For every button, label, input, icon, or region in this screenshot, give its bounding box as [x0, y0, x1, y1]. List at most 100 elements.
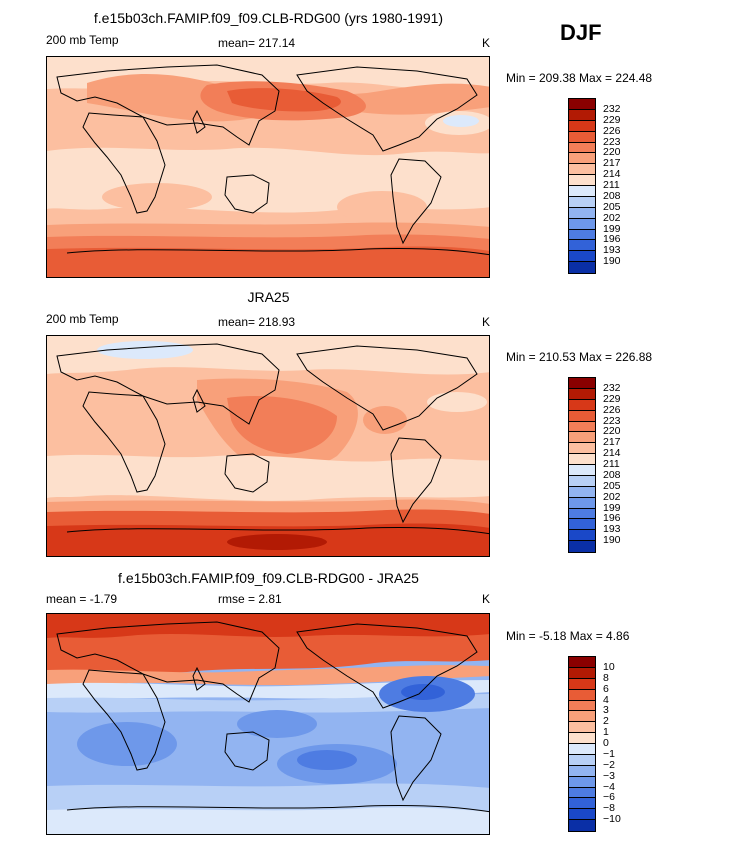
colorbar-label: 226	[603, 124, 621, 137]
colorbar-swatch	[569, 776, 595, 788]
colorbar-label: 223	[603, 414, 621, 427]
panel-1-temperature-field	[47, 57, 489, 277]
panel-2-minmax: Min = 210.53 Max = 226.88	[506, 350, 653, 364]
colorbar-swatch	[569, 432, 595, 444]
colorbar-swatch	[569, 454, 595, 465]
colorbar-swatch	[569, 120, 595, 132]
colorbar-label: −6	[603, 791, 615, 804]
panel-2-colorbar	[568, 377, 596, 553]
colorbar-label: 190	[603, 255, 621, 268]
colorbar-label: 232	[603, 381, 621, 394]
colorbar-label: 3	[603, 704, 609, 717]
colorbar-swatch	[569, 754, 595, 766]
colorbar-swatch	[569, 164, 595, 176]
colorbar-swatch	[569, 722, 595, 734]
colorbar-swatch	[569, 99, 595, 110]
panel-2-temperature-field	[47, 336, 489, 556]
colorbar-label: −3	[603, 769, 615, 782]
panel-1-mean-label: mean= 217.14	[218, 36, 296, 50]
colorbar-swatch	[569, 497, 595, 509]
panel-1-colorbar	[568, 98, 596, 274]
colorbar-swatch	[569, 109, 595, 121]
colorbar-swatch	[569, 475, 595, 487]
colorbar-swatch	[569, 465, 595, 476]
colorbar-swatch	[569, 240, 595, 252]
panel-3-difference-field	[47, 614, 489, 834]
colorbar-label: 193	[603, 244, 621, 257]
colorbar-label: 229	[603, 392, 621, 405]
colorbar-swatch	[569, 229, 595, 241]
panel-3-map	[46, 613, 490, 835]
colorbar-swatch	[569, 175, 595, 186]
colorbar-label: 211	[603, 179, 620, 191]
colorbar-label: −2	[603, 758, 615, 771]
colorbar-swatch	[569, 443, 595, 455]
colorbar-label: 232	[603, 102, 621, 115]
panel-1-title: f.e15b03ch.FAMIP.f09_f09.CLB-RDG00 (yrs …	[93, 10, 444, 26]
colorbar-label: 10	[603, 660, 615, 673]
colorbar-label: 226	[603, 403, 621, 416]
panel-1-map	[46, 56, 490, 278]
colorbar-swatch	[569, 196, 595, 208]
colorbar-swatch	[569, 744, 595, 755]
colorbar-label: 214	[603, 447, 621, 460]
colorbar-swatch	[569, 657, 595, 668]
colorbar-swatch	[569, 131, 595, 143]
colorbar-label: 2	[603, 715, 609, 728]
colorbar-label: 196	[603, 512, 621, 525]
colorbar-swatch	[569, 399, 595, 411]
colorbar-swatch	[569, 519, 595, 531]
colorbar-swatch	[569, 410, 595, 422]
panel-3-mean-label: mean = -1.79	[46, 592, 118, 606]
colorbar-swatch	[569, 787, 595, 799]
colorbar-swatch	[569, 186, 595, 197]
colorbar-swatch	[569, 251, 595, 263]
colorbar-swatch	[569, 530, 595, 542]
colorbar-label: 193	[603, 523, 621, 536]
colorbar-swatch	[569, 508, 595, 520]
panel-2-units: K	[482, 315, 491, 329]
panel-1-variable-label: 200 mb Temp	[46, 33, 119, 47]
panel-3-units: K	[482, 592, 491, 606]
colorbar-swatch	[569, 378, 595, 389]
colorbar-label: 199	[603, 222, 621, 235]
panel-3-rmse-label: rmse = 2.81	[218, 592, 282, 606]
colorbar-swatch	[569, 798, 595, 810]
colorbar-swatch	[569, 142, 595, 154]
colorbar-label: 0	[603, 737, 609, 749]
colorbar-label: 220	[603, 425, 621, 438]
colorbar-swatch	[569, 678, 595, 690]
panel-1-minmax: Min = 209.38 Max = 224.48	[506, 71, 653, 85]
colorbar-label: 205	[603, 200, 621, 213]
panel-3-colorbar	[568, 656, 596, 832]
colorbar-label: 214	[603, 168, 621, 181]
colorbar-label: 6	[603, 682, 609, 695]
colorbar-label: 205	[603, 479, 621, 492]
colorbar-label: −1	[603, 747, 615, 760]
colorbar-label: −4	[603, 780, 615, 793]
colorbar-swatch	[569, 486, 595, 498]
colorbar-swatch	[569, 711, 595, 723]
colorbar-swatch	[569, 809, 595, 821]
colorbar-swatch	[569, 388, 595, 400]
colorbar-swatch	[569, 733, 595, 744]
colorbar-label: 223	[603, 135, 621, 148]
colorbar-label: 208	[603, 468, 621, 481]
colorbar-label: 4	[603, 693, 609, 706]
colorbar-label: −8	[603, 802, 615, 815]
colorbar-swatch	[569, 765, 595, 777]
colorbar-swatch	[569, 820, 595, 831]
panel-2-map	[46, 335, 490, 557]
panel-3-title: f.e15b03ch.FAMIP.f09_f09.CLB-RDG00 - JRA…	[118, 570, 419, 586]
colorbar-label: 199	[603, 501, 621, 514]
colorbar-label: 1	[603, 726, 609, 739]
colorbar-swatch	[569, 207, 595, 219]
colorbar-label: 208	[603, 189, 621, 202]
colorbar-swatch	[569, 700, 595, 712]
colorbar-label: 220	[603, 146, 621, 159]
colorbar-swatch	[569, 262, 595, 273]
panel-1-units: K	[482, 36, 491, 50]
colorbar-swatch	[569, 218, 595, 230]
season-label: DJF	[560, 20, 602, 45]
colorbar-label: 202	[603, 490, 621, 503]
